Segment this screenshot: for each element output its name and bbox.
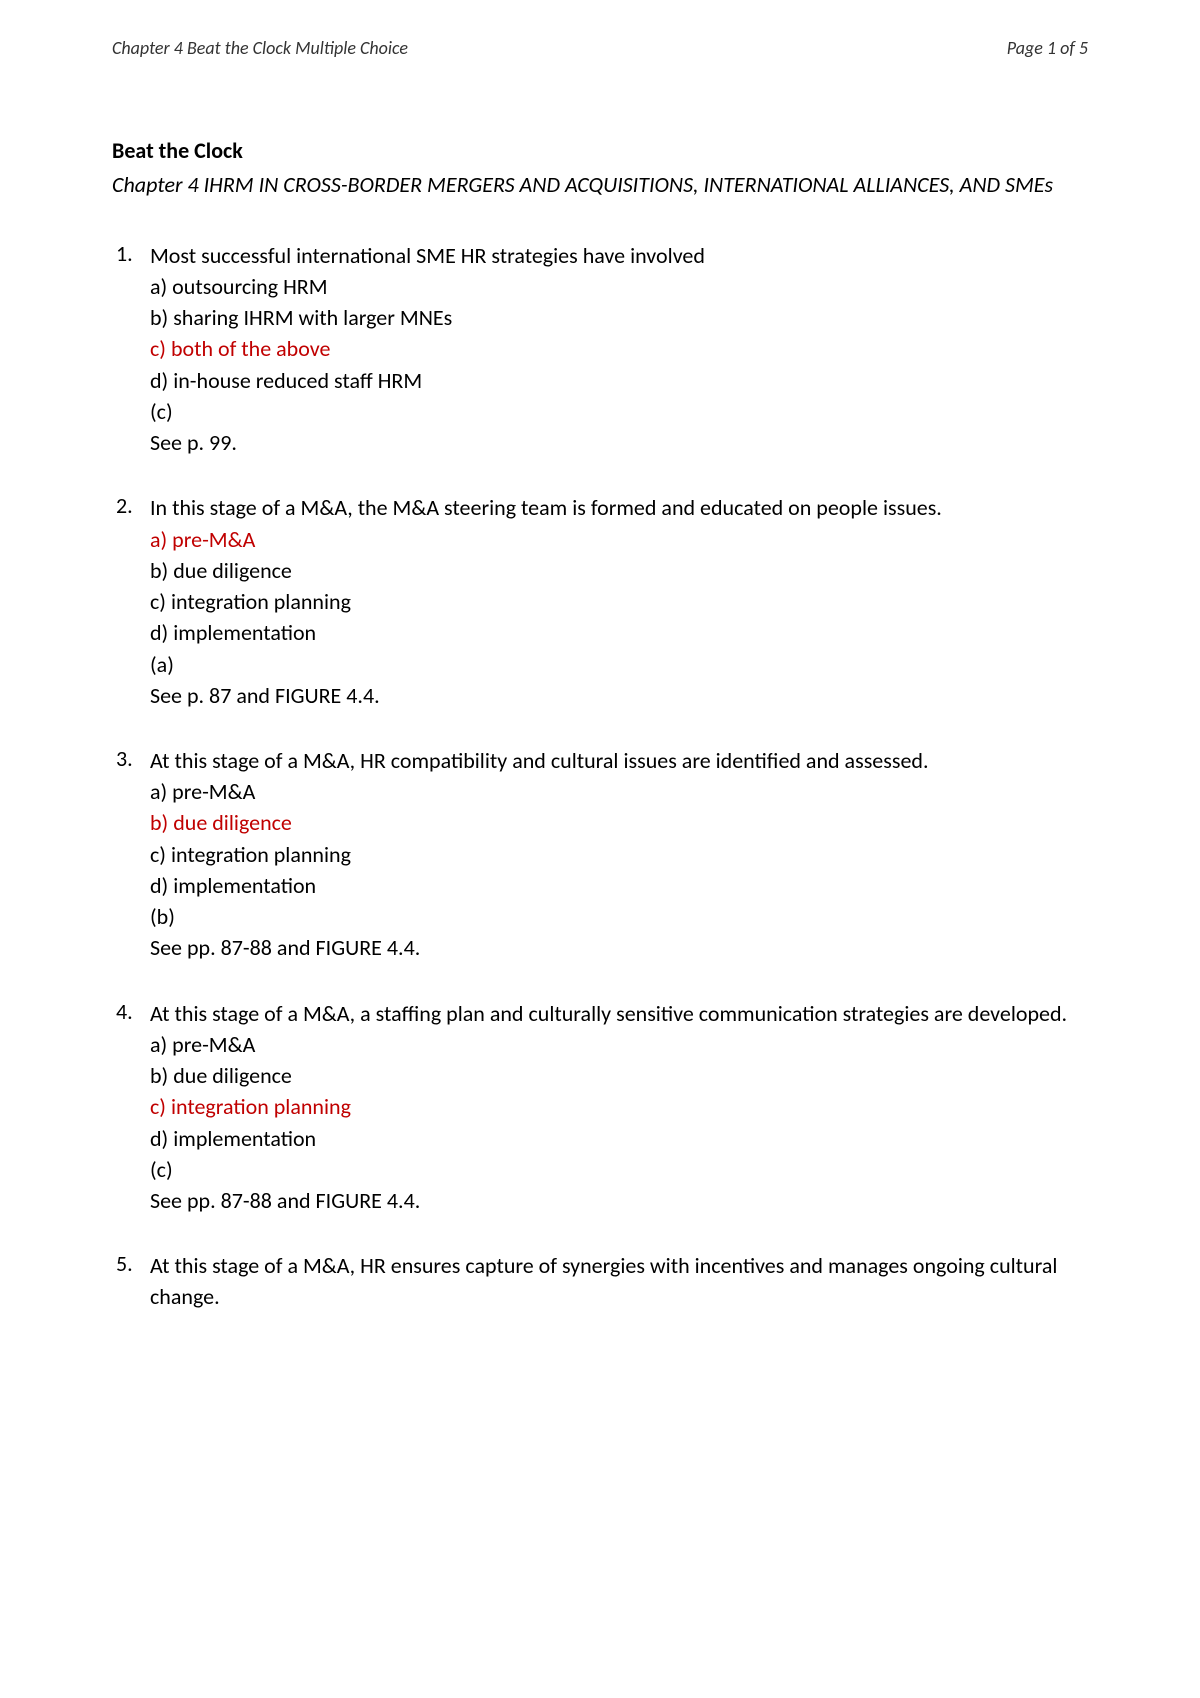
answer-option: c) both of the above (150, 333, 1088, 364)
reference-text: See p. 99. (150, 427, 1088, 458)
answer-key: (b) (150, 901, 1088, 932)
answer-option: b) due diligence (150, 555, 1088, 586)
question-text: At this stage of a M&A, HR ensures captu… (150, 1250, 1088, 1312)
answer-option: c) integration planning (150, 839, 1088, 870)
question-item: 2.In this stage of a M&A, the M&A steeri… (112, 492, 1088, 711)
question-text: Most successful international SME HR str… (150, 240, 1088, 271)
answer-option: c) integration planning (150, 1091, 1088, 1122)
question-text: At this stage of a M&A, a staffing plan … (150, 998, 1088, 1029)
document-page: Chapter 4 Beat the Clock Multiple Choice… (0, 0, 1200, 1313)
reference-text: See pp. 87-88 and FIGURE 4.4. (150, 932, 1088, 963)
question-number: 5. (112, 1250, 150, 1277)
answer-option: c) integration planning (150, 586, 1088, 617)
answer-key: (a) (150, 649, 1088, 680)
question-number: 1. (112, 240, 150, 267)
answer-key: (c) (150, 396, 1088, 427)
question-text: At this stage of a M&A, HR compatibility… (150, 745, 1088, 776)
question-number: 2. (112, 492, 150, 519)
answer-option: d) in-house reduced staff HRM (150, 365, 1088, 396)
answer-option: d) implementation (150, 1123, 1088, 1154)
question-text: In this stage of a M&A, the M&A steering… (150, 492, 1088, 523)
question-item: 1.Most successful international SME HR s… (112, 240, 1088, 459)
reference-text: See pp. 87-88 and FIGURE 4.4. (150, 1185, 1088, 1216)
document-title: Beat the Clock (112, 137, 1088, 164)
questions-list: 1.Most successful international SME HR s… (112, 240, 1088, 1313)
answer-option: a) pre-M&A (150, 524, 1088, 555)
header-left: Chapter 4 Beat the Clock Multiple Choice (112, 37, 408, 59)
question-item: 4.At this stage of a M&A, a staffing pla… (112, 998, 1088, 1217)
answer-option: b) sharing IHRM with larger MNEs (150, 302, 1088, 333)
question-body: At this stage of a M&A, a staffing plan … (150, 998, 1088, 1217)
page-header: Chapter 4 Beat the Clock Multiple Choice… (112, 37, 1088, 59)
question-body: In this stage of a M&A, the M&A steering… (150, 492, 1088, 711)
question-number: 3. (112, 745, 150, 772)
answer-option: b) due diligence (150, 807, 1088, 838)
question-item: 3.At this stage of a M&A, HR compatibili… (112, 745, 1088, 964)
question-body: Most successful international SME HR str… (150, 240, 1088, 459)
answer-option: b) due diligence (150, 1060, 1088, 1091)
answer-option: a) pre-M&A (150, 776, 1088, 807)
answer-option: a) outsourcing HRM (150, 271, 1088, 302)
question-body: At this stage of a M&A, HR compatibility… (150, 745, 1088, 964)
answer-option: d) implementation (150, 870, 1088, 901)
answer-option: a) pre-M&A (150, 1029, 1088, 1060)
document-subtitle: Chapter 4 IHRM IN CROSS-BORDER MERGERS A… (112, 170, 1088, 200)
question-number: 4. (112, 998, 150, 1025)
header-right: Page 1 of 5 (1007, 37, 1088, 59)
question-item: 5.At this stage of a M&A, HR ensures cap… (112, 1250, 1088, 1312)
answer-option: d) implementation (150, 617, 1088, 648)
answer-key: (c) (150, 1154, 1088, 1185)
reference-text: See p. 87 and FIGURE 4.4. (150, 680, 1088, 711)
question-body: At this stage of a M&A, HR ensures captu… (150, 1250, 1088, 1312)
